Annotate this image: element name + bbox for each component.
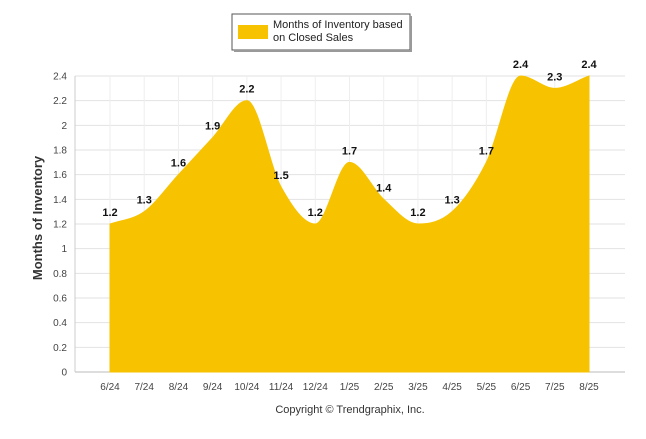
x-tick-label: 7/24	[134, 382, 154, 393]
legend-shadow	[410, 16, 412, 52]
legend-shadow-bottom	[234, 50, 412, 52]
data-label: 1.4	[376, 182, 392, 194]
y-tick-label: 0.4	[53, 318, 67, 329]
x-tick-label: 12/24	[303, 382, 328, 393]
data-labels: 1.2 1.3 1.6 1.9 2.2 1.5 1.2 1.7 1.4 1.2 1.3 1.7 2.4 2…	[102, 59, 597, 219]
data-label: 2.4	[581, 59, 597, 71]
data-label: 1.3	[137, 195, 152, 207]
x-tick-label: 6/25	[511, 382, 531, 393]
data-label: 2.4	[513, 59, 529, 71]
data-label: 2.3	[547, 71, 562, 83]
y-tick-label: 0.6	[53, 294, 67, 305]
y-tick-label: 0.8	[53, 269, 67, 280]
data-label: 1.2	[102, 207, 117, 219]
data-label: 2.2	[239, 84, 254, 96]
x-tick-label: 11/24	[269, 382, 294, 393]
x-tick-label: 2/25	[374, 382, 394, 393]
y-tick-label: 1	[61, 244, 67, 255]
y-axis-title: Months of Inventory	[30, 155, 45, 280]
data-label: 1.9	[205, 121, 220, 133]
x-tick-label: 4/25	[442, 382, 462, 393]
x-tick-label: 8/24	[169, 382, 189, 393]
area-fill	[109, 75, 590, 373]
legend: Months of Inventory based on Closed Sale…	[231, 13, 412, 52]
y-axis-ticks: 0 0.2 0.4 0.6 0.8 1 1.2 1.4 1.6 1.8 2 2.2 2.4	[53, 72, 67, 379]
data-label: 1.5	[273, 170, 288, 182]
copyright-text: Copyright © Trendgraphix, Inc.	[275, 404, 424, 416]
data-label: 1.7	[479, 145, 494, 157]
y-tick-label: 0.2	[53, 343, 67, 354]
y-tick-label: 0	[61, 368, 67, 379]
x-tick-label: 5/25	[477, 382, 497, 393]
y-tick-label: 1.4	[53, 195, 67, 206]
x-tick-label: 3/25	[408, 382, 428, 393]
legend-label-line-1: Months of Inventory based	[273, 19, 403, 31]
y-tick-label: 1.6	[53, 170, 67, 181]
legend-swatch	[238, 25, 268, 39]
y-tick-label: 2.4	[53, 72, 67, 83]
data-label: 1.6	[171, 158, 186, 170]
x-tick-label: 1/25	[340, 382, 360, 393]
y-tick-label: 1.8	[53, 146, 67, 157]
y-tick-label: 1.2	[53, 220, 67, 231]
y-tick-label: 2	[61, 121, 67, 132]
x-tick-label: 8/25	[579, 382, 599, 393]
x-tick-label: 9/24	[203, 382, 223, 393]
data-label: 1.2	[410, 207, 425, 219]
series-area	[109, 75, 590, 373]
x-tick-label: 10/24	[234, 382, 259, 393]
legend-label-line-2: on Closed Sales	[273, 32, 354, 44]
data-label: 1.2	[308, 207, 323, 219]
x-tick-label: 6/24	[100, 382, 120, 393]
x-tick-label: 7/25	[545, 382, 565, 393]
y-tick-label: 2.2	[53, 96, 67, 107]
data-label: 1.3	[444, 195, 459, 207]
data-label: 1.7	[342, 145, 357, 157]
x-axis-ticks: 6/24 7/24 8/24 9/24 10/24 11/24 12/24 1/25 2/25 3…	[100, 382, 599, 393]
